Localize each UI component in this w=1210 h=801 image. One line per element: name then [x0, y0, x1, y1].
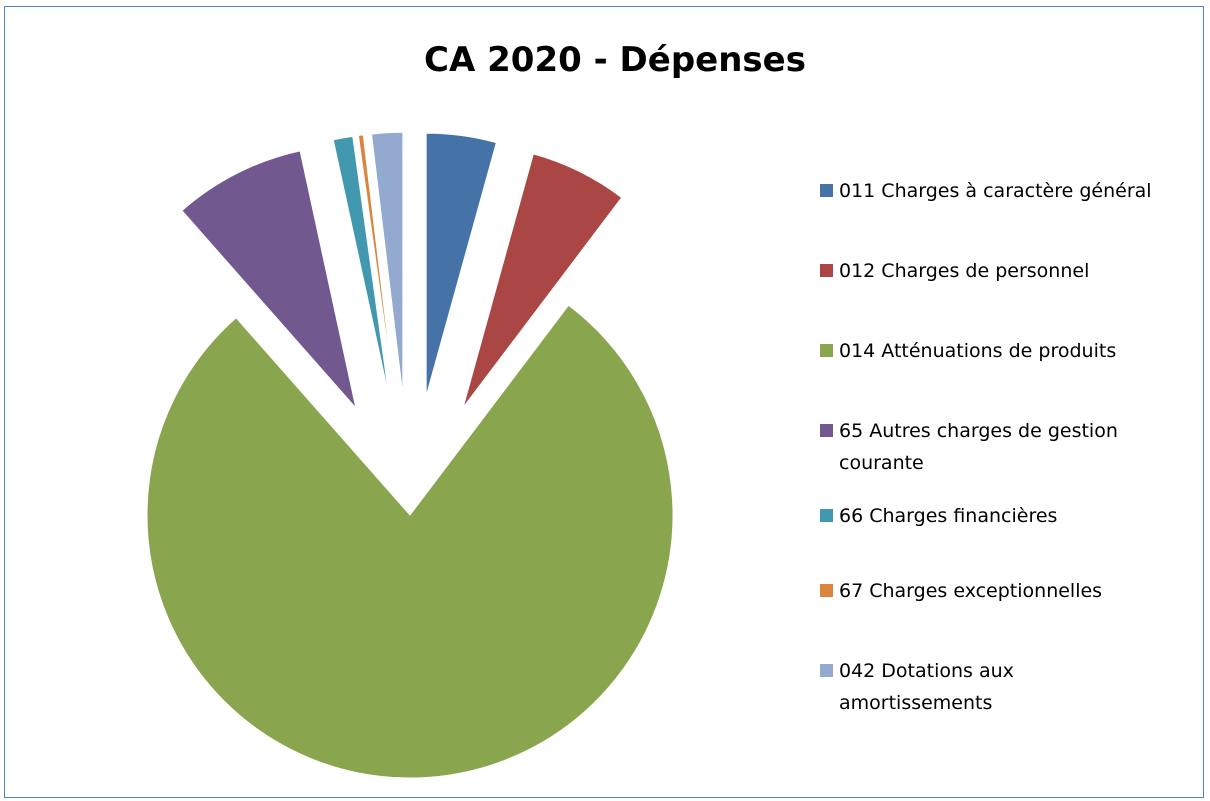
legend-item: 042 Dotations aux amortissements [820, 655, 1200, 719]
legend-label: 042 Dotations aux amortissements [839, 660, 1014, 714]
legend-label: 012 Charges de personnel [839, 260, 1090, 282]
legend-item: 65 Autres charges de gestion courante [820, 415, 1200, 479]
legend-item: 011 Charges à caractère général [820, 175, 1200, 207]
pie-slice-7 [370, 131, 404, 396]
legend-swatch [820, 584, 833, 597]
pie-slice-3 [146, 304, 674, 779]
legend-swatch [820, 344, 833, 357]
legend-item: 67 Charges exceptionnelles [820, 575, 1200, 607]
legend-label: 014 Atténuations de produits [839, 340, 1117, 362]
legend-label: 011 Charges à caractère général [839, 180, 1152, 202]
pie-slice-1 [425, 132, 497, 397]
pie-slice-4 [181, 150, 357, 410]
legend-item: 012 Charges de personnel [820, 255, 1200, 287]
pie-slice-5 [332, 135, 390, 397]
legend-swatch [820, 664, 833, 677]
pie-slice-2 [462, 153, 623, 408]
chart-title: CA 2020 - Dépenses [424, 40, 806, 80]
legend-item: 014 Atténuations de produits [820, 335, 1200, 367]
pie-slice-6 [357, 134, 396, 397]
legend-item: 66 Charges financières [820, 500, 1200, 532]
legend-swatch [820, 184, 833, 197]
legend-swatch [820, 424, 833, 437]
legend-swatch [820, 264, 833, 277]
legend-label: 65 Autres charges de gestion courante [839, 420, 1118, 474]
legend-label: 66 Charges financières [839, 505, 1058, 527]
legend-swatch [820, 509, 833, 522]
legend-label: 67 Charges exceptionnelles [839, 580, 1103, 602]
